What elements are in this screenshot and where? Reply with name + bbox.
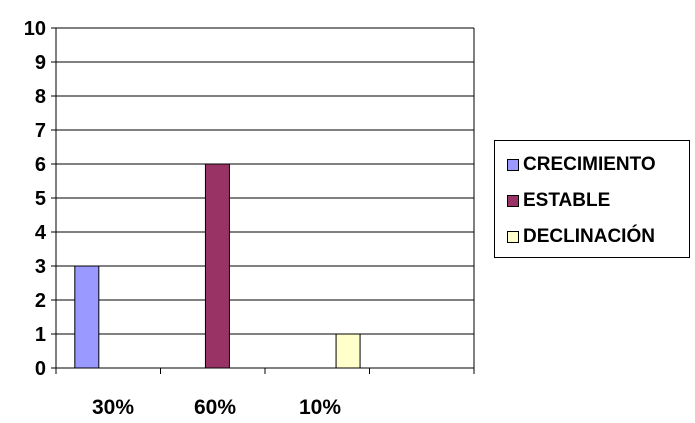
legend-item-declinacion: DECLINACIÓN <box>495 219 689 255</box>
legend-swatch-estable <box>507 195 519 207</box>
y-tick-label: 7 <box>35 120 46 142</box>
x-category-label: 10% <box>299 396 341 418</box>
legend-label-crecimiento: CRECIMIENTO <box>523 154 656 175</box>
legend-item-crecimiento: CRECIMIENTO <box>495 147 689 183</box>
bar-declinacion <box>335 333 361 369</box>
legend: CRECIMIENTO ESTABLE DECLINACIÓN <box>494 140 690 258</box>
y-tick-label: 0 <box>35 358 46 380</box>
legend-swatch-declinacion <box>507 231 519 243</box>
x-category-label: 60% <box>194 396 236 418</box>
y-tick-label: 3 <box>35 256 46 278</box>
legend-label-declinacion: DECLINACIÓN <box>523 226 655 247</box>
bar-estable <box>204 163 230 369</box>
legend-item-estable: ESTABLE <box>495 183 689 219</box>
legend-swatch-crecimiento <box>507 159 519 171</box>
x-category-label: 30% <box>92 396 134 418</box>
y-tick-label: 8 <box>35 86 46 108</box>
y-tick-label: 2 <box>35 290 46 312</box>
y-tick-label: 5 <box>35 188 46 210</box>
bar-crecimiento <box>74 265 100 369</box>
y-tick-label: 1 <box>35 324 46 346</box>
y-tick-label: 9 <box>35 52 46 74</box>
y-tick-label: 10 <box>24 18 46 40</box>
y-tick-label: 6 <box>35 154 46 176</box>
legend-label-estable: ESTABLE <box>523 190 611 211</box>
y-tick-label: 4 <box>35 222 47 244</box>
